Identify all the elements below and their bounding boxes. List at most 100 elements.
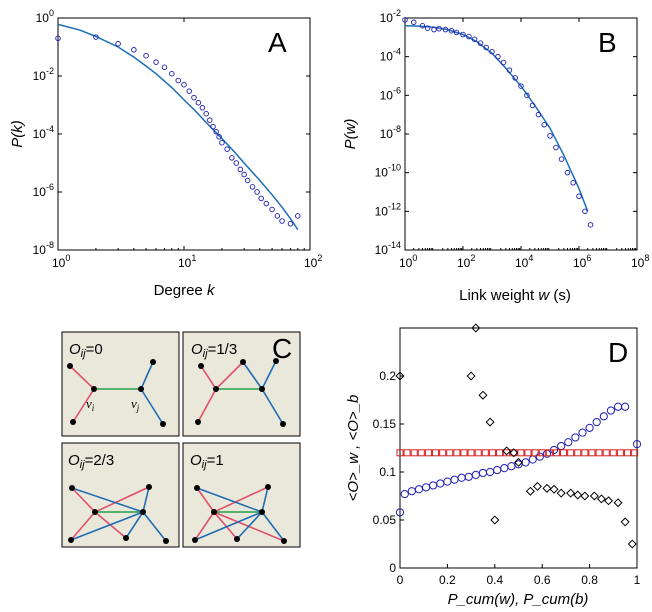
data-point (195, 99, 202, 106)
data-point-diamond (596, 494, 606, 504)
diagram-box-o0-label: Oij=0 (69, 341, 103, 360)
data-point (241, 171, 247, 178)
node-vi (91, 386, 97, 392)
panel-d-letter: D (608, 337, 628, 368)
data-point (402, 17, 408, 23)
tick-base: 10 (380, 88, 394, 102)
node (195, 419, 201, 425)
data-point-diamond (509, 448, 519, 458)
data-point (453, 29, 460, 36)
panel-d-ticks: 0 0.2 0.4 0.6 0.8 1 0 0.05 0.1 0.15 0.2 (373, 369, 641, 587)
node (140, 509, 146, 515)
edge-blue (196, 487, 263, 513)
y-tick-label: 0.2 (379, 369, 396, 383)
data-point-square (560, 449, 568, 457)
data-point-circle (578, 428, 587, 437)
data-point (143, 52, 149, 59)
tick-base: 10 (380, 11, 394, 25)
data-point-square (481, 449, 489, 457)
y-tick-label: 10-2 (380, 8, 401, 25)
edge-red (69, 365, 95, 390)
x-tick-label: 102 (457, 253, 475, 270)
x-tick-label: 100 (399, 253, 417, 270)
node (198, 363, 204, 369)
panel-a-ylabel: P(k) (9, 120, 26, 148)
data-point (500, 59, 507, 66)
data-point (203, 110, 209, 117)
data-point (535, 111, 542, 118)
edge-red (200, 365, 217, 390)
data-point (489, 48, 495, 55)
node (273, 358, 279, 364)
tick-exponent: -2 (46, 66, 54, 76)
edge-red (94, 486, 150, 513)
y-tick-label: 10-6 (33, 182, 54, 199)
data-point-circle (592, 417, 601, 427)
diagram-box-o0: Oij=0 vi vj (61, 331, 180, 437)
data-point-square (417, 449, 425, 457)
data-point (419, 22, 426, 29)
x-tick-label: 102 (304, 253, 322, 270)
data-point-circle (599, 412, 608, 421)
node-vi-label: vi (86, 396, 95, 413)
tick-base: 10 (375, 166, 389, 180)
edge-blue (194, 511, 263, 541)
tick-base: 10 (399, 256, 413, 270)
tick-exponent: -8 (46, 240, 54, 250)
edge-blue (71, 487, 144, 513)
tick-base: 10 (33, 185, 47, 199)
overlap-subscript: ij (80, 459, 85, 471)
diagram-box-o0-edges (69, 361, 164, 425)
node-vj (138, 386, 144, 392)
overlap-value: =1 (207, 452, 224, 469)
tick-exponent: 1 (191, 253, 196, 263)
x-tick-label: 101 (178, 253, 196, 270)
data-point (506, 67, 513, 73)
data-point-square (531, 449, 539, 457)
panel-a-frame (57, 17, 311, 251)
data-point (512, 75, 518, 81)
data-point-square (588, 449, 596, 457)
panel-b-fit-line (404, 24, 589, 212)
tick-base: 10 (375, 243, 389, 257)
data-point (442, 26, 449, 33)
data-point (564, 169, 571, 176)
panel-b-ylabel: P(w) (342, 119, 359, 150)
data-point-diamond (395, 371, 405, 381)
data-point (541, 122, 547, 128)
tick-base: 10 (515, 256, 529, 270)
data-point (448, 27, 455, 34)
edge-blue (261, 360, 277, 390)
data-point (213, 128, 219, 135)
data-point (295, 213, 301, 219)
data-point (495, 53, 501, 60)
data-point-diamond (620, 517, 630, 527)
edge-red (71, 487, 96, 513)
data-point (161, 64, 168, 71)
panel-a-markers (55, 34, 301, 227)
tick-base: 10 (33, 243, 47, 257)
edge-red (213, 486, 269, 513)
tick-exponent: -10 (388, 163, 401, 173)
tick-exponent: 4 (528, 253, 533, 263)
data-point-square (524, 449, 532, 457)
edge-blue (70, 511, 144, 541)
data-point (483, 44, 489, 51)
y-tick-label: 10-10 (375, 163, 401, 180)
data-point-diamond (604, 496, 614, 506)
diagram-box-o1-label: Oij=1 (190, 452, 224, 471)
data-point-diamond (490, 515, 500, 525)
data-point-diamond (573, 490, 583, 500)
overlap-subscript: ij (81, 348, 86, 360)
data-point (254, 189, 260, 195)
overlap-symbol: O (190, 452, 202, 469)
node (69, 485, 75, 491)
panel-b-ticks: 100 102 104 106 10810-1410-1210-1010-810-610… (375, 8, 650, 270)
data-point-square (396, 449, 404, 457)
tick-base: 10 (33, 127, 47, 141)
data-point (460, 31, 466, 38)
data-point-square (552, 449, 560, 457)
diagram-box-o23-edges (70, 486, 167, 542)
